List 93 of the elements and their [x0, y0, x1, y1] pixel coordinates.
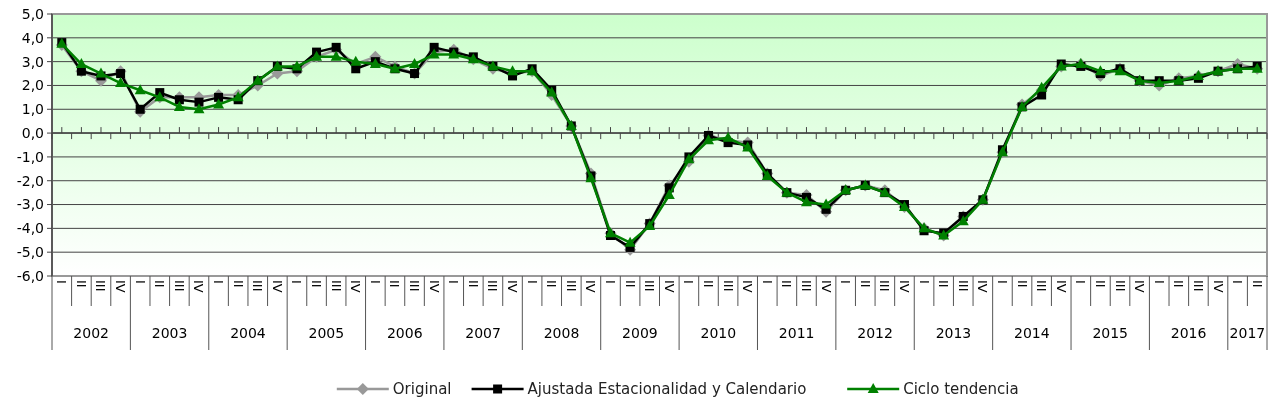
x-tick-label: IV: [191, 280, 207, 293]
x-tick-label: II: [1171, 280, 1187, 288]
x-tick-label: IV: [426, 280, 442, 293]
x-tick-label: II: [1014, 280, 1030, 288]
legend-label: Ciclo tendencia: [903, 380, 1019, 399]
text: 2013: [935, 325, 972, 341]
text: 2012: [857, 325, 893, 341]
x-tick-label: I: [838, 280, 854, 284]
x-tick-label: III: [642, 280, 658, 292]
x-tick-label: II: [936, 280, 952, 288]
x-tick-label: I: [1151, 280, 1167, 284]
x-tick-label: II: [309, 280, 325, 288]
y-tick-label: 0,0: [21, 124, 44, 141]
x-tick-label: II: [1092, 280, 1108, 288]
y-tick-label: -6,0: [16, 267, 44, 284]
x-tick-label: II: [1249, 280, 1265, 288]
x-tick-label: I: [446, 280, 462, 284]
y-tick-label: -3,0: [16, 196, 44, 213]
x-tick-label: I: [1073, 280, 1089, 284]
text: 2007: [465, 325, 501, 341]
x-tick-label: III: [1112, 280, 1128, 292]
text: 2009: [622, 325, 658, 341]
x-tick-label: III: [563, 280, 579, 292]
x-tick-label: II: [857, 280, 873, 288]
x-tick-label: III: [1190, 280, 1206, 292]
x-tick-label: I: [916, 280, 932, 284]
x-tick-label: I: [603, 280, 619, 284]
x-tick-label: III: [328, 280, 344, 292]
text: 2004: [230, 325, 266, 341]
legend-label: Ajustada Estacionalidad y Calendario: [527, 380, 807, 399]
x-tick-label: II: [73, 280, 89, 288]
x-tick-label: I: [132, 280, 148, 284]
x-tick-label: III: [877, 280, 893, 292]
y-tick-label: 2,0: [21, 77, 44, 94]
y-tick-label: 4,0: [21, 29, 44, 46]
text: 2008: [543, 325, 580, 341]
y-tick-label: 5,0: [21, 5, 44, 22]
x-tick-label: IV: [1210, 280, 1226, 293]
text: 2016: [1170, 325, 1207, 341]
x-tick-label: I: [524, 280, 540, 284]
text: 2003: [151, 325, 188, 341]
x-tick-label: II: [544, 280, 560, 288]
x-tick-label: II: [230, 280, 246, 288]
x-tick-label: I: [1230, 280, 1246, 284]
x-tick-label: III: [171, 280, 187, 292]
x-tick-label: III: [250, 280, 266, 292]
y-tick-label: 3,0: [21, 53, 44, 70]
x-tick-label: III: [407, 280, 423, 292]
x-tick-label: II: [152, 280, 168, 288]
x-tick-label: IV: [661, 280, 677, 293]
x-tick-label: IV: [583, 280, 599, 293]
x-tick-label: III: [955, 280, 971, 292]
text: 2006: [386, 325, 423, 341]
text: 2002: [73, 325, 110, 341]
x-tick-label: IV: [269, 280, 285, 293]
x-tick-label: I: [994, 280, 1010, 284]
x-tick-label: IV: [896, 280, 912, 293]
text: 2015: [1092, 325, 1129, 341]
x-tick-label: IV: [740, 280, 756, 293]
x-tick-label: III: [1034, 280, 1050, 292]
x-tick-label: IV: [348, 280, 364, 293]
text: 2017: [1229, 325, 1266, 341]
x-tick-label: IV: [1053, 280, 1069, 293]
y-tick-label: -2,0: [16, 172, 44, 189]
legend-label: Original: [392, 380, 452, 399]
x-tick-label: I: [759, 280, 775, 284]
x-tick-label: IV: [505, 280, 521, 293]
x-tick-label: III: [798, 280, 814, 292]
y-tick-label: -5,0: [16, 244, 44, 261]
y-tick-label: -1,0: [16, 148, 44, 165]
x-tick-label: I: [367, 280, 383, 284]
x-tick-label: I: [289, 280, 305, 284]
x-tick-label: IV: [113, 280, 129, 293]
x-tick-label: I: [211, 280, 227, 284]
text: 2005: [308, 325, 345, 341]
x-tick-label: III: [93, 280, 109, 292]
x-tick-label: I: [54, 280, 70, 284]
x-tick-label: IV: [1132, 280, 1148, 293]
y-tick-label: 1,0: [21, 101, 44, 118]
x-tick-label: II: [387, 280, 403, 288]
x-tick-label: IV: [818, 280, 834, 293]
x-tick-label: II: [700, 280, 716, 288]
x-tick-label: II: [622, 280, 638, 288]
text: 2010: [700, 325, 737, 341]
x-tick-label: I: [681, 280, 697, 284]
x-tick-label: IV: [975, 280, 991, 293]
text: 2011: [778, 325, 815, 341]
x-tick-label: II: [465, 280, 481, 288]
x-tick-label: III: [485, 280, 501, 292]
y-tick-label: -4,0: [16, 220, 44, 237]
x-tick-label: II: [779, 280, 795, 288]
x-tick-label: III: [720, 280, 736, 292]
text: 2014: [1014, 325, 1050, 341]
